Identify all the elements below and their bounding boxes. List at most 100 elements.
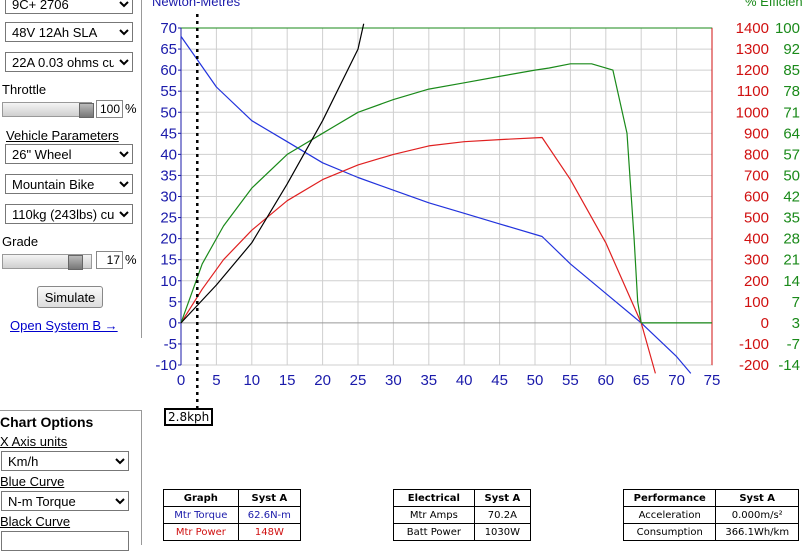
table-row: Mtr Torque 62.6N-m [163,506,302,524]
left-tick-label: 5 [169,294,177,311]
mtr-power-value: 148W [237,523,302,541]
performance-table: Performance Syst A Acceleration 0.000m/s… [622,489,799,541]
power-tick-label: 1300 [736,41,769,58]
consumption-label: Consumption [622,523,717,541]
efficiency-tick-label: 92 [783,41,800,58]
torque-curve [180,36,692,374]
x-tick-label: 55 [562,372,579,389]
x-tick-label: 20 [314,372,331,389]
x-tick-label: 75 [704,372,721,389]
left-tick-label: 25 [160,210,177,227]
grade-slider[interactable] [2,254,92,270]
battery-select[interactable]: 48V 12Ah SLA [5,22,133,42]
grade-input[interactable] [96,251,123,269]
left-tick-label: 20 [160,231,177,248]
table-row: Consumption 366.1Wh/km [622,523,799,541]
chart-options-heading: Chart Options [0,414,94,430]
efficiency-curve [180,63,712,324]
electrical-table: Electrical Syst A Mtr Amps 70.2A Batt Po… [393,489,532,541]
left-tick-label: 45 [160,125,177,142]
acceleration-label: Acceleration [622,506,717,524]
open-system-b-link[interactable]: Open System B → [10,318,118,333]
plot-frame [180,27,713,366]
efficiency-tick-label: 85 [783,62,800,79]
power-tick-label: 900 [744,125,769,142]
grade-slider-thumb[interactable] [67,255,83,270]
left-tick-label: 60 [160,62,177,79]
x-tick-label: 60 [597,372,614,389]
left-tick-label: 10 [160,273,177,290]
wheel-select[interactable]: 26" Wheel [5,144,133,164]
power-tick-label: 0 [761,315,769,332]
x-tick-label: 70 [668,372,685,389]
throttle-slider[interactable] [2,102,94,118]
efficiency-tick-label: 28 [783,231,800,248]
power-tick-label: 1200 [736,62,769,79]
batt-power-label: Batt Power [393,523,475,541]
throttle-slider-thumb[interactable] [79,103,94,118]
throttle-input[interactable] [96,100,123,118]
grade-percent-sign: % [125,252,137,267]
consumption-value: 366.1Wh/km [715,523,799,541]
table-row: Batt Power 1030W [393,523,532,541]
graph-table-header-name: Graph [163,489,239,507]
simulate-button[interactable]: Simulate [37,286,103,308]
blue-curve-select[interactable]: N-m Torque [1,491,129,511]
left-panel [0,0,142,338]
power-tick-label: -200 [739,357,769,374]
efficiency-tick-label: 64 [783,125,800,142]
graph-table-header-sys: Syst A [237,489,302,507]
x-axis-units-label: X Axis units [0,434,68,449]
mtr-amps-label: Mtr Amps [393,506,475,524]
x-axis-units-select[interactable]: Km/h [1,451,129,471]
power-tick-label: -100 [739,336,769,353]
x-tick-label: 50 [527,372,544,389]
power-tick-label: 200 [744,273,769,290]
weight-select[interactable]: 110kg (243lbs) cu: [5,204,133,224]
efficiency-tick-label: -14 [778,357,800,374]
motor-select[interactable]: 9C+ 2706 [5,0,133,14]
efficiency-tick-label: 35 [783,210,800,227]
controller-select[interactable]: 22A 0.03 ohms cu [5,52,133,72]
graph-table: Graph Syst A Mtr Torque 62.6N-m Mtr Powe… [163,489,302,541]
efficiency-tick-label: 78 [783,83,800,100]
mtr-torque-value: 62.6N-m [237,506,302,524]
efficiency-tick-label: 7 [792,294,800,311]
left-tick-label: 30 [160,189,177,206]
efficiency-tick-label: 21 [783,252,800,269]
table-row: Mtr Power 148W [163,523,302,541]
left-tick-label: 15 [160,252,177,269]
electrical-table-header-sys: Syst A [473,489,532,507]
electrical-table-header-name: Electrical [393,489,475,507]
left-axis-title: Newton-Metres [152,0,241,9]
efficiency-tick-label: 3 [792,315,800,332]
table-row: Mtr Amps 70.2A [393,506,532,524]
batt-power-value: 1030W [473,523,532,541]
x-tick-label: 15 [279,372,296,389]
x-tick-label: 35 [420,372,437,389]
efficiency-tick-label: 100 [775,20,800,37]
acceleration-value: 0.000m/s² [715,506,799,524]
power-tick-label: 700 [744,167,769,184]
efficiency-tick-label: -7 [787,336,800,353]
performance-table-header-name: Performance [622,489,717,507]
x-tick-label: 40 [456,372,473,389]
chart-options-panel [0,410,142,545]
performance-table-header-sys: Syst A [715,489,799,507]
blue-curve-label: Blue Curve [0,474,65,489]
left-tick-label: -10 [155,357,177,374]
mtr-amps-value: 70.2A [473,506,532,524]
efficiency-tick-label: 57 [783,146,800,163]
power-tick-label: 400 [744,231,769,248]
power-tick-label: 1400 [736,20,769,37]
efficiency-tick-label: 71 [783,104,800,121]
left-tick-label: 50 [160,104,177,121]
left-tick-label: 55 [160,83,177,100]
power-tick-label: 600 [744,189,769,206]
throttle-label: Throttle [2,82,47,97]
x-tick-label: 45 [491,372,508,389]
bike-type-select[interactable]: Mountain Bike [5,174,133,194]
black-curve-select[interactable] [1,531,129,551]
power-tick-label: 100 [744,294,769,311]
power-tick-label: 300 [744,252,769,269]
